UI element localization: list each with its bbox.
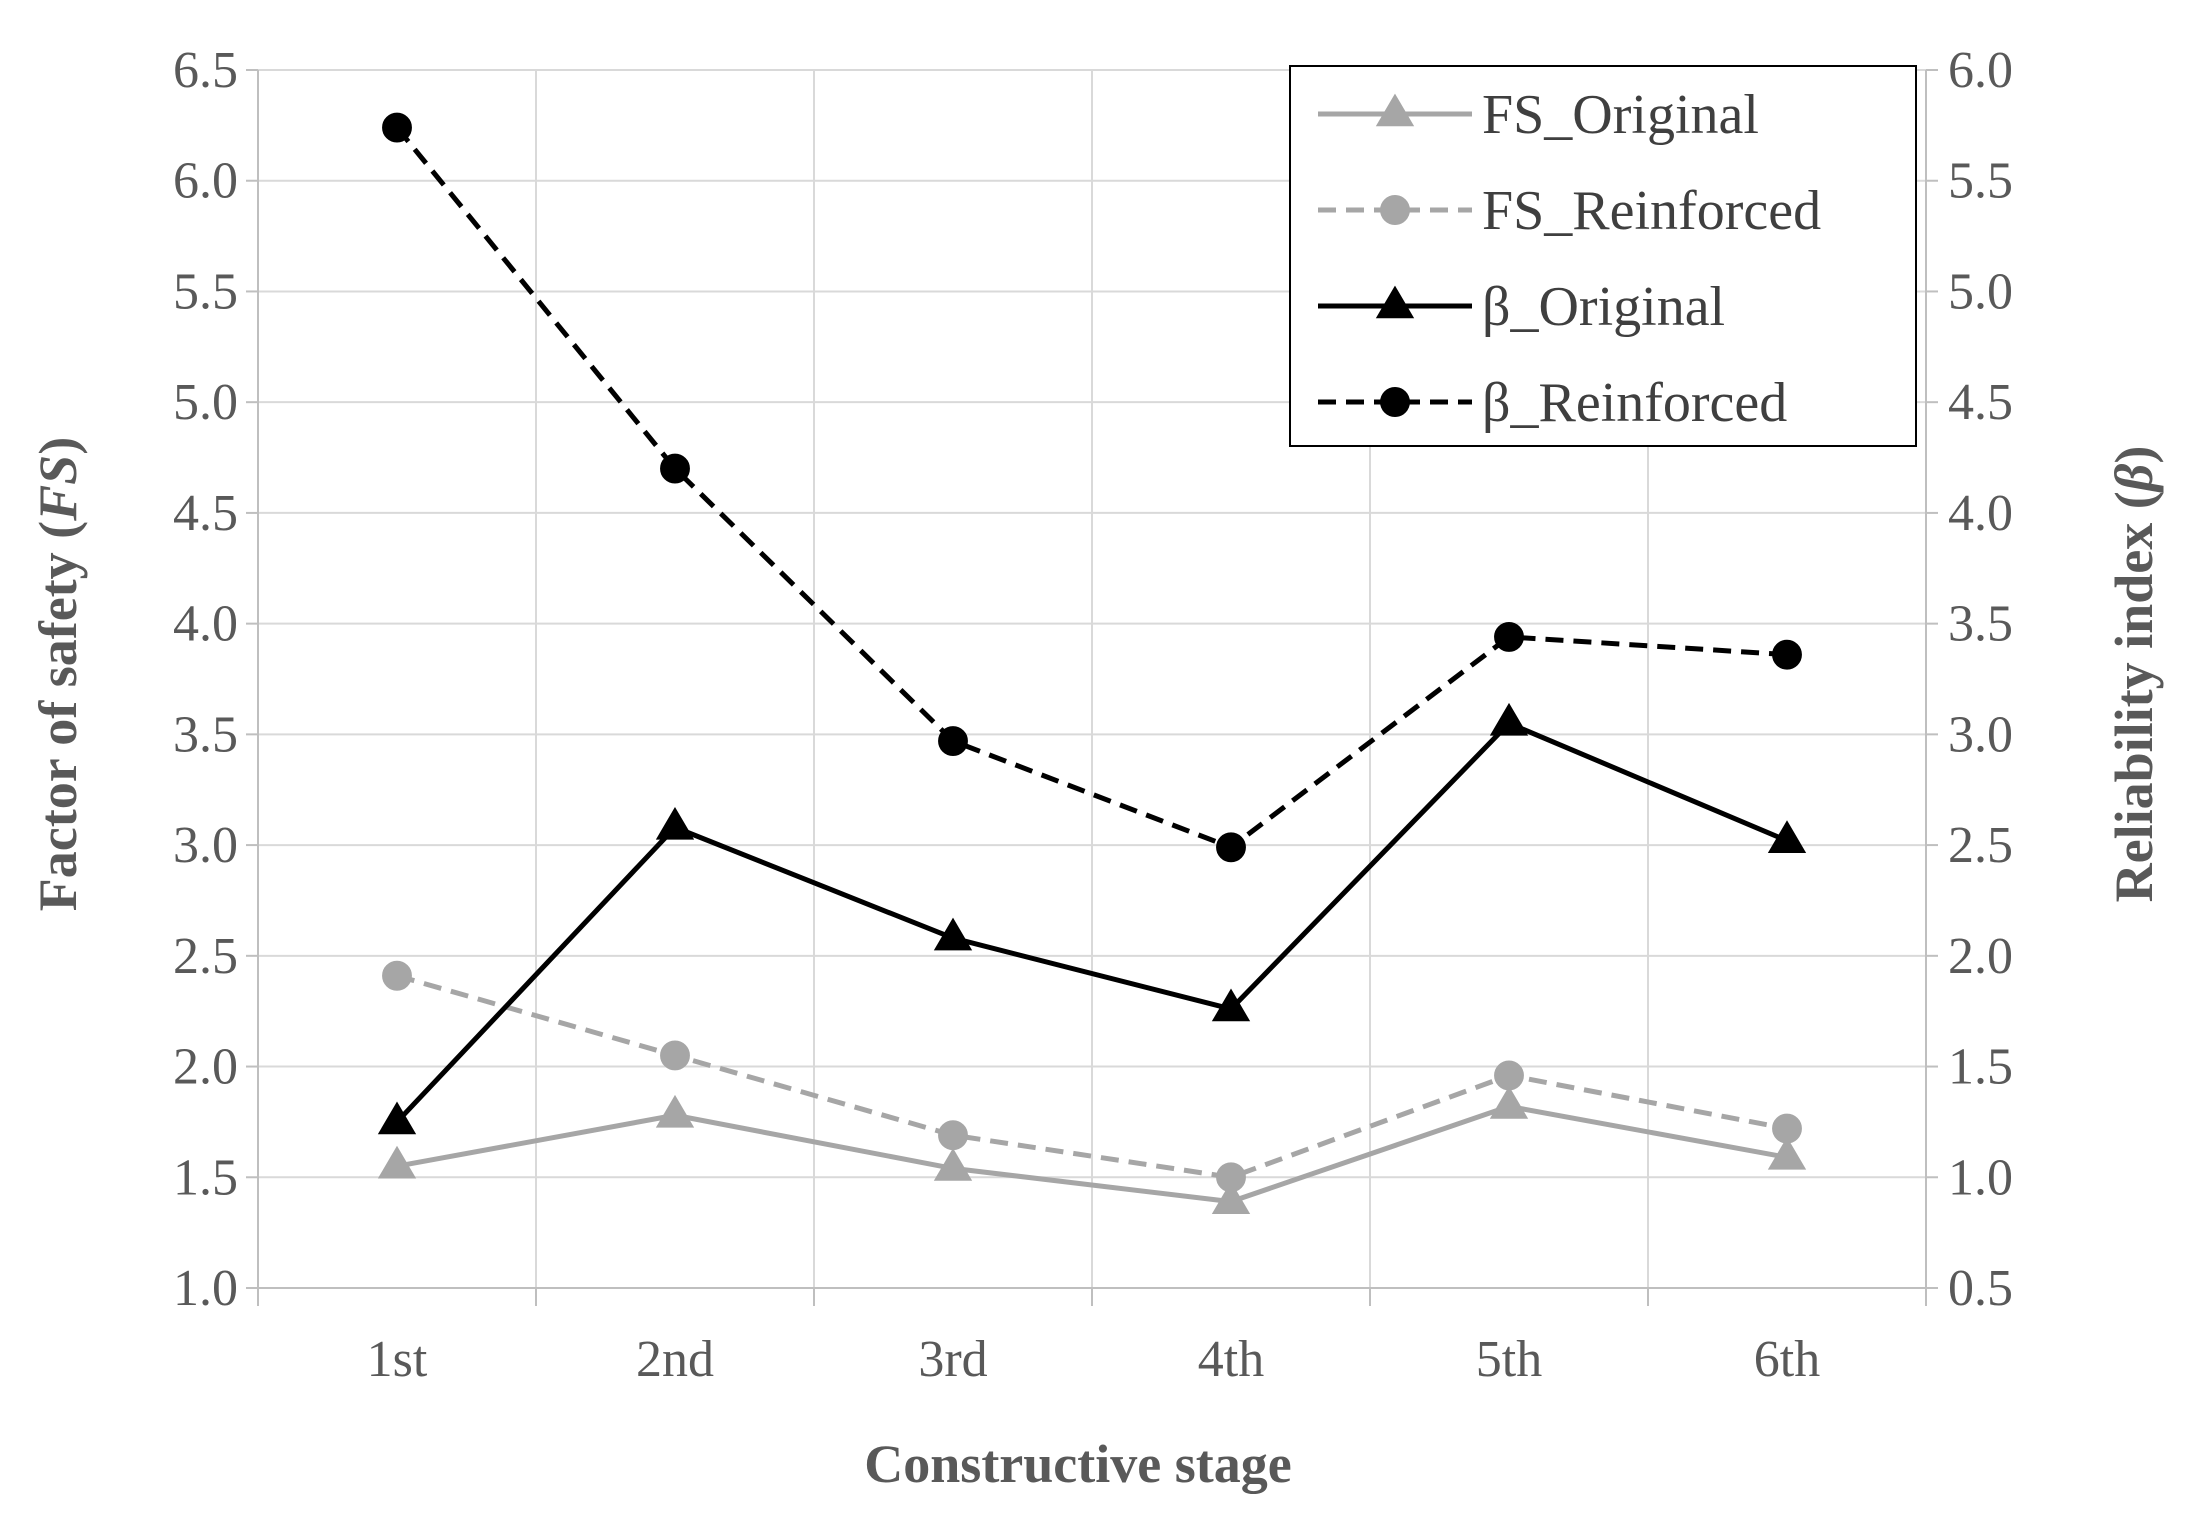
data-point (1211, 1181, 1251, 1214)
left-axis-tick-label: 4.0 (173, 596, 238, 653)
left-axis-tick-label: 3.5 (173, 706, 238, 763)
y2-axis-title-prefix: Reliability index ( (2104, 491, 2164, 902)
legend-entry: FS_Original (1318, 84, 1759, 146)
x-axis-tick-label: 6th (1754, 1331, 1820, 1388)
legend-marker (1375, 285, 1415, 319)
data-point (1494, 621, 1524, 652)
data-point (938, 1120, 968, 1151)
right-axis-tick-labels: 0.5 1.0 1.5 2.0 2.5 3.0 3.5 4.0 4.5 5.0 5.5 6.0 (1948, 42, 2013, 1317)
data-point (1772, 639, 1802, 670)
x-axis-tick-label: 3rd (918, 1331, 987, 1388)
series-β_Original (377, 702, 1807, 1135)
left-axis-tick-label: 5.5 (173, 263, 238, 320)
y-axis-title-italic: FS (28, 455, 88, 522)
y-axis-title-prefix: Factor of safety ( (28, 521, 88, 911)
series-line (396, 1103, 1788, 1205)
x-axis-tick-label: 2nd (636, 1331, 714, 1388)
y-axis-title: Factor of safety (FS) (28, 437, 88, 911)
right-axis-tick-label: 4.0 (1948, 485, 2013, 542)
data-point (382, 112, 412, 143)
legend-entry: β_Original (1318, 276, 1725, 338)
left-axis-tick-label: 2.0 (173, 1039, 238, 1096)
right-axis-tick-label: 6.0 (1948, 42, 2013, 99)
series-layer (377, 112, 1807, 1214)
series-FS_Original (377, 1085, 1807, 1214)
data-point (1216, 1162, 1246, 1193)
series-β_Reinforced (382, 112, 1802, 863)
data-point (377, 1101, 417, 1135)
left-axis-tick-labels: 1.0 1.5 2.0 2.5 3.0 3.5 4.0 4.5 5.0 5.5 6.0 6.5 (173, 42, 238, 1317)
y2-axis-title-italic: β (2104, 463, 2164, 493)
right-axis-tick-label: 2.5 (1948, 817, 2013, 874)
data-point (377, 1145, 417, 1179)
y2-axis-title: Reliability index (β) (2104, 446, 2164, 903)
data-point (1216, 832, 1246, 863)
y-axis-title-suffix: ) (28, 437, 88, 455)
x-axis-tick-label: 5th (1476, 1331, 1542, 1388)
data-point (1767, 1136, 1807, 1170)
legend-label: β_Original (1482, 276, 1725, 338)
right-axis-tick-label: 1.5 (1948, 1039, 2013, 1096)
legend-entry: β_Reinforced (1318, 372, 1787, 434)
x-axis-title: Constructive stage (864, 1434, 1291, 1494)
data-point (660, 1040, 690, 1071)
left-axis-tick-label: 6.5 (173, 42, 238, 99)
x-axis-tick-label: 4th (1198, 1331, 1264, 1388)
data-point (933, 917, 973, 951)
right-axis-tick-label: 3.5 (1948, 596, 2013, 653)
y2-axis-title-suffix: ) (2104, 446, 2164, 464)
data-point (655, 1094, 695, 1128)
x-axis-tick-label: 1st (367, 1331, 428, 1388)
axes (246, 69, 1938, 1306)
data-point (1772, 1113, 1802, 1144)
data-point (933, 1147, 973, 1181)
left-axis-tick-label: 4.5 (173, 485, 238, 542)
legend: FS_Original FS_Reinforced β_Original β_Rein… (1289, 65, 1917, 447)
series-line (395, 125, 1788, 850)
legend-marker (1375, 93, 1415, 127)
left-axis-tick-label: 5.0 (173, 374, 238, 431)
legend-entry: FS_Reinforced (1318, 180, 1821, 242)
data-point (655, 806, 695, 840)
right-axis-tick-label: 1.0 (1948, 1149, 2013, 1206)
right-axis-tick-label: 0.5 (1948, 1260, 2013, 1317)
legend-label: FS_Reinforced (1482, 180, 1821, 242)
data-point (1767, 820, 1807, 853)
legend-label: FS_Original (1482, 84, 1759, 146)
series-line (395, 720, 1788, 1124)
data-point (938, 726, 968, 756)
data-point (1489, 1085, 1529, 1119)
right-axis-tick-label: 4.5 (1948, 374, 2013, 431)
data-point (660, 453, 690, 484)
left-axis-tick-label: 2.5 (173, 928, 238, 985)
series-FS_Reinforced (382, 960, 1802, 1193)
x-axis-tick-labels: 1st 2nd 3rd 4th 5th 6th (367, 1331, 1821, 1388)
right-axis-tick-label: 3.0 (1948, 706, 2013, 763)
data-point (1489, 702, 1529, 736)
series-line (396, 973, 1788, 1180)
right-axis-tick-label: 5.5 (1948, 153, 2013, 210)
data-point (1211, 988, 1251, 1022)
left-axis-tick-label: 3.0 (173, 817, 238, 874)
legend-box (1289, 65, 1917, 447)
legend-marker (1380, 387, 1410, 417)
right-axis-tick-label: 5.0 (1948, 263, 2013, 320)
legend-label: β_Reinforced (1482, 372, 1787, 434)
left-axis-tick-label: 1.0 (173, 1260, 238, 1317)
data-point (1494, 1060, 1524, 1091)
left-axis-tick-label: 1.5 (173, 1149, 238, 1206)
left-axis-tick-label: 6.0 (173, 153, 238, 210)
legend-marker (1380, 195, 1410, 225)
right-axis-tick-label: 2.0 (1948, 928, 2013, 985)
data-point (382, 960, 412, 991)
